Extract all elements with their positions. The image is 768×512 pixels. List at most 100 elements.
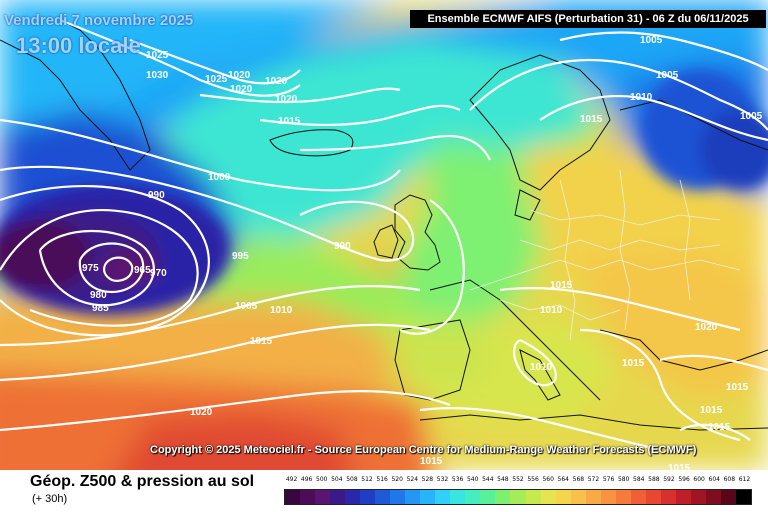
pressure-label: 1030 xyxy=(146,70,169,81)
legend-swatch xyxy=(585,490,601,504)
forecast-time: 13:00 locale xyxy=(16,33,141,58)
pressure-label: 1015 xyxy=(622,358,645,369)
pressure-label: 1015 xyxy=(726,382,749,393)
geopotential-pressure-map: 1025 1030 1020 1025 1020 1020 1020 1015 … xyxy=(0,0,768,470)
pressure-label: 1015 xyxy=(700,405,723,416)
pressure-label: 1005 xyxy=(740,111,763,122)
legend-tick-label: 524 xyxy=(406,476,419,483)
legend-tick-label: 508 xyxy=(346,476,358,483)
legend-swatch xyxy=(315,490,331,504)
legend-tick-label: 608 xyxy=(723,476,736,483)
pressure-label: 970 xyxy=(150,268,167,279)
legend-tick-label: 596 xyxy=(678,476,690,483)
legend-swatches xyxy=(284,489,752,505)
pressure-label: 1015 xyxy=(580,114,603,125)
weather-map: 1025 1030 1020 1025 1020 1020 1020 1015 … xyxy=(0,0,768,470)
legend-tick-label: 592 xyxy=(663,476,675,483)
pressure-label: 1000 xyxy=(208,172,231,183)
legend-tick-label: 520 xyxy=(391,476,403,483)
legend-swatch xyxy=(570,490,586,504)
legend-swatch xyxy=(420,490,436,504)
legend-swatch xyxy=(615,490,631,504)
legend-tick-label: 532 xyxy=(436,476,449,483)
legend-swatch xyxy=(300,490,316,504)
legend-tick-label: 492 xyxy=(285,476,298,483)
pressure-label: 1020 xyxy=(275,94,298,105)
legend-swatch xyxy=(525,490,541,504)
pressure-label: 1020 xyxy=(230,84,253,95)
legend-swatch xyxy=(405,490,421,504)
legend-tick-label: 580 xyxy=(617,476,630,483)
pressure-label: 965 xyxy=(134,265,151,276)
legend-tick-label: 540 xyxy=(466,476,479,483)
legend-swatch xyxy=(600,490,616,504)
pressure-label: 1015 xyxy=(708,422,731,433)
pressure-label: 1020 xyxy=(190,407,213,418)
legend-tick-label: 584 xyxy=(633,476,645,483)
pressure-label: 1015 xyxy=(250,336,273,347)
legend-tick-label: 516 xyxy=(376,476,388,483)
legend-swatch xyxy=(480,490,496,504)
legend-swatch xyxy=(495,490,511,504)
pressure-labels: 1025 1030 1020 1025 1020 1020 1020 1015 … xyxy=(82,35,763,470)
legend-swatch xyxy=(285,490,301,504)
legend-swatch xyxy=(705,490,721,504)
legend-swatch xyxy=(450,490,466,504)
pressure-label: 1015 xyxy=(278,116,301,127)
legend-swatch xyxy=(555,490,571,504)
legend-tick-label: 604 xyxy=(708,476,720,483)
pressure-label: 990 xyxy=(334,241,351,252)
legend-swatch xyxy=(360,490,376,504)
legend-swatch xyxy=(735,490,751,504)
pressure-label: 995 xyxy=(232,251,249,262)
pressure-label: 1005 xyxy=(640,35,663,46)
legend-tick-label: 504 xyxy=(331,476,343,483)
legend-swatch xyxy=(330,490,346,504)
legend-swatch xyxy=(375,490,391,504)
legend-swatch xyxy=(390,490,406,504)
forecast-date: Vendredi 7 novembre 2025 xyxy=(4,12,194,29)
isobars xyxy=(0,18,768,452)
legend-tick-label: 560 xyxy=(542,476,554,483)
legend-tick-label: 548 xyxy=(497,476,509,483)
pressure-label: 1010 xyxy=(270,305,293,316)
legend-swatch xyxy=(645,490,661,504)
copyright-notice: Copyright © 2025 Meteociel.fr - Source E… xyxy=(150,444,697,456)
pressure-label: 1010 xyxy=(540,305,563,316)
pressure-label: 1010 xyxy=(630,92,653,103)
low-pressure-core xyxy=(0,185,230,315)
pressure-label: 1015 xyxy=(668,463,691,470)
legend-tick-label: 600 xyxy=(693,476,705,483)
legend-ticks: 492 496 500 504 508 512 516 520 524 528 532 536 540 5… xyxy=(284,476,752,486)
legend-tick-label: 612 xyxy=(738,476,751,483)
pressure-label: 985 xyxy=(92,303,109,314)
pressure-label: 1005 xyxy=(235,301,258,312)
model-run-label: Ensemble ECMWF AIFS (Perturbation 31) - … xyxy=(410,10,766,28)
legend-swatch xyxy=(690,490,706,504)
pressure-label: 1015 xyxy=(420,456,443,467)
pressure-label: 1025 xyxy=(146,50,169,61)
pressure-label: 1005 xyxy=(656,70,679,81)
legend-swatch xyxy=(435,490,451,504)
legend-tick-label: 512 xyxy=(361,476,373,483)
pressure-label: 1020 xyxy=(228,70,251,81)
pressure-label: 975 xyxy=(82,263,99,274)
legend-tick-label: 576 xyxy=(602,476,615,483)
legend-swatch xyxy=(675,490,691,504)
legend-tick-label: 572 xyxy=(587,476,600,483)
map-title: Géop. Z500 & pression au sol xyxy=(30,473,255,490)
legend-tick-label: 544 xyxy=(482,476,494,483)
pressure-label: 1015 xyxy=(550,280,573,291)
legend-tick-label: 500 xyxy=(316,476,328,483)
pressure-label: 990 xyxy=(148,190,165,201)
legend-tick-label: 588 xyxy=(648,476,660,483)
legend-tick-label: 528 xyxy=(421,476,434,483)
legend-tick-label: 496 xyxy=(300,476,313,483)
legend-swatch xyxy=(465,490,481,504)
legend-tick-label: 556 xyxy=(527,476,539,483)
arctic-trough xyxy=(640,70,768,190)
legend-swatch xyxy=(510,490,526,504)
legend-tick-label: 552 xyxy=(512,476,524,483)
country-borders xyxy=(469,169,741,341)
legend-tick-label: 536 xyxy=(451,476,464,483)
